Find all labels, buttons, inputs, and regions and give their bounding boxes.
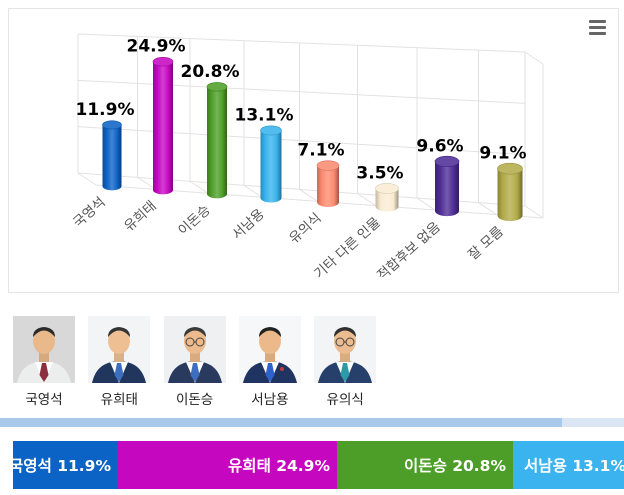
cylinder-bar-4[interactable] (316, 160, 340, 207)
category-label: 기타 다른 인물 (311, 215, 383, 283)
hamburger-bar (589, 20, 606, 24)
candidate-name-5: 유의식 (326, 392, 364, 408)
value-label: 13.1% (235, 105, 294, 125)
hamburger-menu-icon[interactable] (589, 20, 606, 35)
cylinder-bar-7[interactable] (497, 162, 523, 222)
category-label: 유희태 (121, 198, 159, 235)
result-segment-label: 서남용 13.1% (524, 457, 624, 475)
poll-result-stacked-bar: 국영석 11.9% 유희태 24.9% 이돈승 20.8% 서남용 13.1% (13, 441, 624, 489)
result-segment-2[interactable]: 유희태 24.9% (118, 441, 337, 489)
cylinder-bar-0[interactable] (102, 120, 122, 191)
candidate-name-4: 서남용 (251, 392, 289, 408)
category-label: 이돈승 (175, 202, 213, 239)
candidate-photo-5 (314, 316, 377, 383)
cylinder-bar-5[interactable] (375, 183, 399, 212)
result-segment-3[interactable]: 이돈승 20.8% (337, 441, 513, 489)
candidate-photo-1 (13, 316, 75, 383)
candidate-photo-3 (163, 316, 226, 383)
category-label: 국영석 (70, 194, 108, 231)
result-segment-label: 국영석 11.9% (13, 457, 111, 475)
candidate-photo-2 (88, 316, 151, 383)
cylinder-bar-3[interactable] (260, 125, 282, 203)
result-segment-label: 이돈승 20.8% (404, 457, 506, 475)
category-label: 잘 모름 (465, 224, 507, 264)
value-label: 20.8% (181, 62, 240, 82)
value-label: 11.9% (76, 100, 135, 120)
result-segment-label: 유희태 24.9% (228, 457, 330, 475)
result-segment-4[interactable]: 서남용 13.1% (513, 441, 624, 489)
poll-3d-cylinder-chart: 11.9% 24.9% 20.8% 13.1%7.1% 3.5% 9.6% 9.1% 국영석 유… (70, 33, 544, 284)
hamburger-bar (589, 25, 606, 30)
value-label: 9.1% (479, 144, 526, 164)
value-label: 24.9% (127, 37, 186, 57)
result-segment-1[interactable]: 국영석 11.9% (13, 441, 118, 489)
category-label: 적합후보 없음 (374, 219, 443, 284)
hamburger-bar (589, 31, 606, 35)
candidate-photo-4 (238, 316, 301, 383)
category-label: 서남용 (229, 206, 267, 243)
category-label: 유의식 (286, 210, 324, 247)
candidate-name-2: 유희태 (100, 392, 138, 408)
cylinder-bar-2[interactable] (206, 82, 228, 199)
chart-grid (77, 33, 544, 219)
chart-panel: 11.9% 24.9% 20.8% 13.1% 7.1% 3.5% 9.6% 9.1% 국영석 유… (8, 8, 619, 293)
value-label: 9.6% (416, 136, 463, 156)
scrollbar-thumb[interactable] (0, 418, 562, 427)
cylinder-bar-1[interactable] (152, 57, 174, 195)
value-label: 7.1% (297, 141, 344, 161)
candidate-name-1: 국영석 (25, 392, 63, 408)
value-label: 3.5% (356, 163, 403, 183)
horizontal-scrollbar[interactable] (0, 418, 624, 427)
cylinder-bar-6[interactable] (434, 155, 460, 217)
candidate-name-3: 이돈승 (175, 392, 214, 408)
